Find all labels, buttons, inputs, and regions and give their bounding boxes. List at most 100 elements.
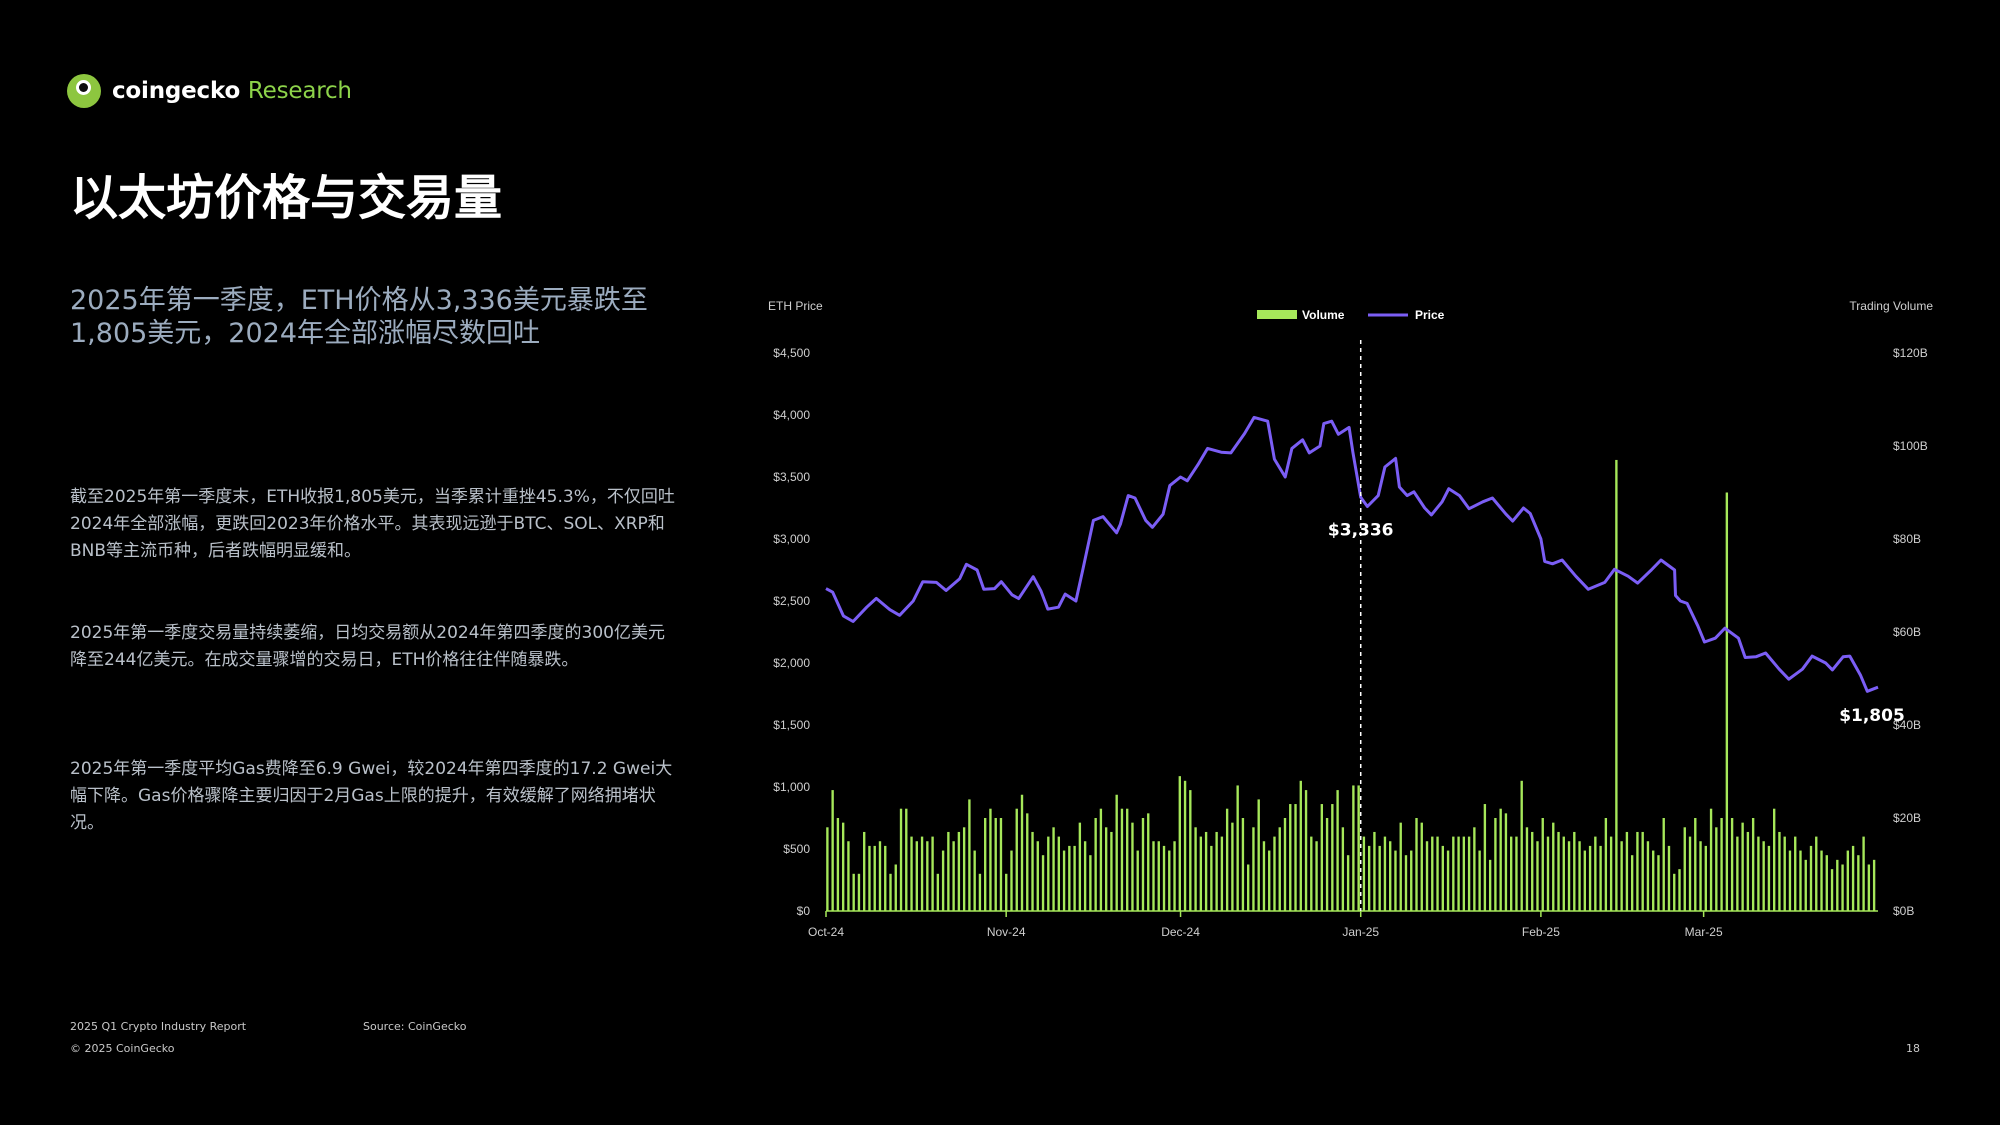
- volume-bar: [1373, 831, 1376, 911]
- volume-bar: [1052, 827, 1055, 911]
- volume-bar: [1673, 873, 1676, 911]
- paragraph-price: 截至2025年第一季度末，ETH收报1,805美元，当季累计重挫45.3%，不仅…: [70, 487, 675, 561]
- volume-bar: [1315, 841, 1318, 911]
- volume-bar: [1410, 850, 1413, 911]
- volume-bar: [1394, 850, 1397, 911]
- volume-bar: [1031, 831, 1034, 911]
- volume-bar: [1615, 459, 1618, 911]
- volume-bar: [1836, 859, 1839, 911]
- volume-bar: [1499, 808, 1502, 911]
- volume-bar: [1094, 818, 1097, 911]
- volume-bar: [1383, 836, 1387, 911]
- volume-bar: [973, 850, 976, 911]
- volume-bar: [1247, 864, 1250, 911]
- brand-name: coingecko: [112, 78, 241, 104]
- volume-bar: [994, 818, 997, 911]
- volume-bar: [1757, 836, 1760, 911]
- volume-bar: [1215, 831, 1218, 911]
- volume-bar: [999, 818, 1003, 911]
- volume-bar: [836, 818, 840, 911]
- volume-bar: [1510, 836, 1513, 911]
- volume-bar: [1304, 790, 1308, 911]
- volume-bar: [899, 808, 903, 911]
- volume-bar: [1562, 836, 1565, 911]
- volume-bar: [1236, 785, 1239, 911]
- volume-bar: [1362, 836, 1366, 911]
- volume-bar: [1078, 822, 1082, 911]
- y-left-axis: $0 $500 $1,000 $1,500 $2,000 $2,500 $3,000 $3,5…: [773, 346, 810, 918]
- volume-bar: [920, 836, 924, 911]
- volume-bar: [1005, 873, 1008, 911]
- volume-bar: [1294, 804, 1297, 911]
- volume-bar: [1399, 822, 1402, 911]
- y-right-tick-label: $60B: [1893, 625, 1921, 639]
- volume-bar: [852, 873, 855, 911]
- volume-bar: [1552, 822, 1555, 911]
- coingecko-logo: coingecko Research: [67, 74, 352, 108]
- volume-bar: [1857, 855, 1860, 911]
- volume-bar: [1083, 841, 1087, 911]
- legend-volume-label: Volume: [1302, 308, 1345, 322]
- volume-bar: [1199, 836, 1203, 911]
- volume-bar: [1026, 813, 1029, 911]
- volume-bar: [1367, 845, 1371, 911]
- volume-bar: [978, 873, 982, 911]
- volume-bar: [1162, 845, 1166, 911]
- volume-bar: [1452, 836, 1455, 911]
- volume-bar: [936, 873, 940, 911]
- volume-bar: [1446, 850, 1450, 911]
- volume-bar: [962, 827, 966, 911]
- page-subtitle: 2025年第一季度，ETH价格从3,336美元暴跌至1,805美元，2024年全…: [70, 285, 648, 349]
- volume-bar: [1531, 831, 1534, 911]
- volume-bar: [1115, 794, 1118, 911]
- volume-bar: [1783, 836, 1786, 911]
- volume-bar: [931, 836, 934, 911]
- volume-bar: [1231, 822, 1234, 911]
- volume-bar: [1041, 855, 1045, 911]
- volume-bar: [873, 845, 876, 911]
- volume-bar: [1341, 827, 1345, 911]
- y-left-tick-label: $4,500: [773, 346, 810, 360]
- volume-bar: [1478, 850, 1481, 911]
- volume-bar: [1725, 492, 1729, 911]
- volume-bar: [1436, 836, 1439, 911]
- brand-suffix: Research: [247, 78, 352, 104]
- volume-bar: [841, 822, 845, 911]
- volume-bar: [1331, 804, 1334, 911]
- volume-bar: [947, 831, 950, 911]
- volume-bar: [1762, 841, 1765, 911]
- volume-bar: [1641, 831, 1644, 911]
- volume-bar: [1546, 836, 1550, 911]
- volume-bar: [1057, 836, 1061, 911]
- volume-bar: [1525, 827, 1529, 911]
- volume-bar: [1283, 818, 1287, 911]
- volume-bar: [878, 841, 882, 911]
- volume-bar: [868, 845, 871, 911]
- volume-bar: [863, 831, 866, 911]
- volume-bar: [1389, 841, 1392, 911]
- volume-bar: [1709, 808, 1713, 911]
- legend-volume-swatch: [1257, 310, 1297, 319]
- volume-bar: [1168, 850, 1171, 911]
- volume-bar: [1431, 836, 1434, 911]
- footer-source: Source: CoinGecko: [363, 1020, 467, 1033]
- volume-bar: [1262, 841, 1266, 911]
- volume-bar: [1415, 818, 1418, 911]
- volume-bar: [1241, 818, 1245, 911]
- volume-bar: [889, 873, 892, 911]
- volume-bar: [1630, 855, 1634, 911]
- y-left-tick-label: $1,000: [773, 780, 810, 794]
- volume-bar: [884, 845, 887, 911]
- volume-bar: [915, 841, 918, 911]
- volume-bar: [1404, 855, 1408, 911]
- volume-bar: [1131, 822, 1134, 911]
- volume-bar: [1583, 850, 1587, 911]
- volume-bar: [1020, 794, 1024, 911]
- volume-bar: [1425, 841, 1429, 911]
- volume-bar: [1336, 790, 1339, 911]
- volume-bar: [1378, 845, 1381, 911]
- volume-bar: [1089, 855, 1092, 911]
- volume-bar: [894, 864, 897, 911]
- volume-bar: [1194, 827, 1197, 911]
